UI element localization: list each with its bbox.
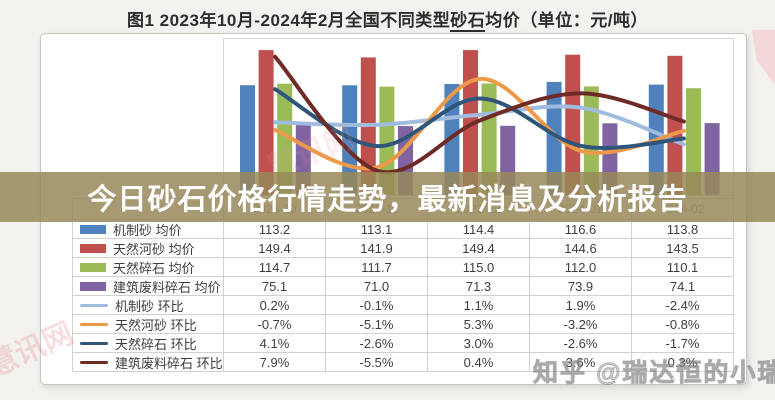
series-label-cell: 天然河砂 均价 — [73, 239, 224, 258]
series-label-cell: 天然碎石 均价 — [73, 258, 224, 277]
table-value-cell: 116.6 — [530, 220, 632, 239]
table-value-cell: -2.6% — [530, 334, 632, 353]
table-value-cell: 110.1 — [632, 258, 734, 277]
legend-key-line-icon — [80, 360, 108, 364]
table-value-cell: 112.0 — [530, 258, 632, 277]
series-label: 天然碎石 环比 — [115, 336, 197, 352]
table-value-cell: 73.9 — [530, 277, 632, 296]
table-value-cell: 0.3% — [632, 353, 734, 372]
page-title-part2: 均价（单位：元/吨） — [485, 11, 649, 30]
table-value-cell: 4.1% — [224, 334, 326, 353]
table-value-cell: 71.3 — [428, 277, 530, 296]
chart-panel: 2023-102023-112023-122024-012024-02机制砂 均… — [40, 33, 747, 385]
table-value-cell: -3.2% — [530, 315, 632, 334]
table-value-cell: 5.3% — [428, 315, 530, 334]
table-value-cell: -0.7% — [224, 315, 326, 334]
table-value-cell: 3.0% — [428, 334, 530, 353]
table-value-cell: 113.8 — [632, 220, 734, 239]
series-label-cell: 建筑废料碎石 均价 — [73, 277, 224, 296]
table-value-cell: 7.9% — [224, 353, 326, 372]
table-row: 建筑废料碎石 均价 75.1 71.0 71.3 73.9 74.1 — [73, 277, 734, 296]
table-value-cell: 113.1 — [326, 220, 428, 239]
table-value-cell: 3.6% — [530, 353, 632, 372]
table-row: 天然河砂 均价 149.4 141.9 149.4 144.6 143.5 — [73, 239, 734, 258]
legend-key-line-icon — [80, 322, 108, 326]
line-series — [273, 87, 686, 150]
table-value-cell: 149.4 — [224, 239, 326, 258]
series-label: 机制砂 环比 — [115, 298, 184, 314]
overlay-banner: 今日砂石价格行情走势，最新消息及分析报告 — [0, 172, 775, 222]
series-label-cell: 机制砂 均价 — [73, 220, 224, 239]
line-series — [273, 76, 686, 171]
line-series — [273, 104, 686, 147]
table-value-cell: 143.5 — [632, 239, 734, 258]
legend-key-line-icon — [80, 303, 108, 307]
legend-key-bar-icon — [80, 224, 106, 234]
series-label: 天然碎石 均价 — [113, 260, 195, 276]
page-title-underlined: 砂石 — [450, 11, 486, 32]
table-value-cell: -5.5% — [326, 353, 428, 372]
table-value-cell: 1.1% — [428, 296, 530, 315]
table-value-cell: 114.7 — [224, 258, 326, 277]
watermark-ribbon-icon — [752, 30, 775, 85]
table-value-cell: -0.1% — [326, 296, 428, 315]
series-label: 天然河砂 均价 — [113, 241, 195, 257]
table-row: 天然碎石 均价 114.7 111.7 115.0 112.0 110.1 — [73, 258, 734, 277]
bar-series — [258, 50, 683, 195]
line-series — [273, 54, 686, 175]
table-value-cell: -5.1% — [326, 315, 428, 334]
series-label: 建筑废料碎石 环比 — [115, 355, 223, 371]
legend-key-bar-icon — [80, 262, 106, 272]
series-label-cell: 天然河砂 环比 — [73, 315, 224, 334]
table-value-cell: 115.0 — [428, 258, 530, 277]
data-table: 2023-102023-112023-122024-012024-02机制砂 均… — [72, 198, 734, 372]
table-value-cell: 141.9 — [326, 239, 428, 258]
table-row: 天然碎石 环比 4.1% -2.6% 3.0% -2.6% -1.7% — [73, 334, 734, 353]
table-value-cell: 0.4% — [428, 353, 530, 372]
table-value-cell: 71.0 — [326, 277, 428, 296]
series-label-cell: 天然碎石 环比 — [73, 334, 224, 353]
series-label-cell: 建筑废料碎石 环比 — [73, 353, 224, 372]
table-value-cell: 0.2% — [224, 296, 326, 315]
table-value-cell: 114.4 — [428, 220, 530, 239]
overlay-banner-text: 今日砂石价格行情走势，最新消息及分析报告 — [87, 184, 688, 216]
table-row: 机制砂 均价 113.2 113.1 114.4 116.6 113.8 — [73, 220, 734, 239]
series-label: 天然河砂 环比 — [115, 317, 197, 333]
watermark-zhihu: 知乎 @瑞达恒的小瑞 — [532, 359, 775, 388]
legend-key-bar-icon — [80, 243, 106, 253]
table-row: 机制砂 环比 0.2% -0.1% 1.1% 1.9% -2.4% — [73, 296, 734, 315]
table-value-cell: -2.6% — [326, 334, 428, 353]
table-value-cell: 1.9% — [530, 296, 632, 315]
page-title: 图1 2023年10月-2024年2月全国不同类型砂石均价（单位：元/吨） — [0, 6, 775, 32]
table-value-cell: -1.7% — [632, 334, 734, 353]
table-value-cell: 144.6 — [530, 239, 632, 258]
legend-key-bar-icon — [80, 281, 106, 291]
table-value-cell: -2.4% — [632, 296, 734, 315]
legend-key-line-icon — [80, 341, 108, 345]
combo-chart — [240, 50, 720, 195]
plot-area — [223, 38, 734, 196]
series-label: 建筑废料碎石 均价 — [113, 279, 221, 295]
table-value-cell: 111.7 — [326, 258, 428, 277]
table-value-cell: -0.8% — [632, 315, 734, 334]
table-value-cell: 113.2 — [224, 220, 326, 239]
table-value-cell: 149.4 — [428, 239, 530, 258]
table-row: 建筑废料碎石 环比 7.9% -5.5% 0.4% 3.6% 0.3% — [73, 353, 734, 372]
series-label: 机制砂 均价 — [113, 222, 182, 238]
table-row: 天然河砂 环比 -0.7% -5.1% 5.3% -3.2% -0.8% — [73, 315, 734, 334]
page-title-part1: 图1 2023年10月-2024年2月全国不同类型 — [126, 11, 451, 30]
table-value-cell: 75.1 — [224, 277, 326, 296]
series-label-cell: 机制砂 环比 — [73, 296, 224, 315]
table-value-cell: 74.1 — [632, 277, 734, 296]
